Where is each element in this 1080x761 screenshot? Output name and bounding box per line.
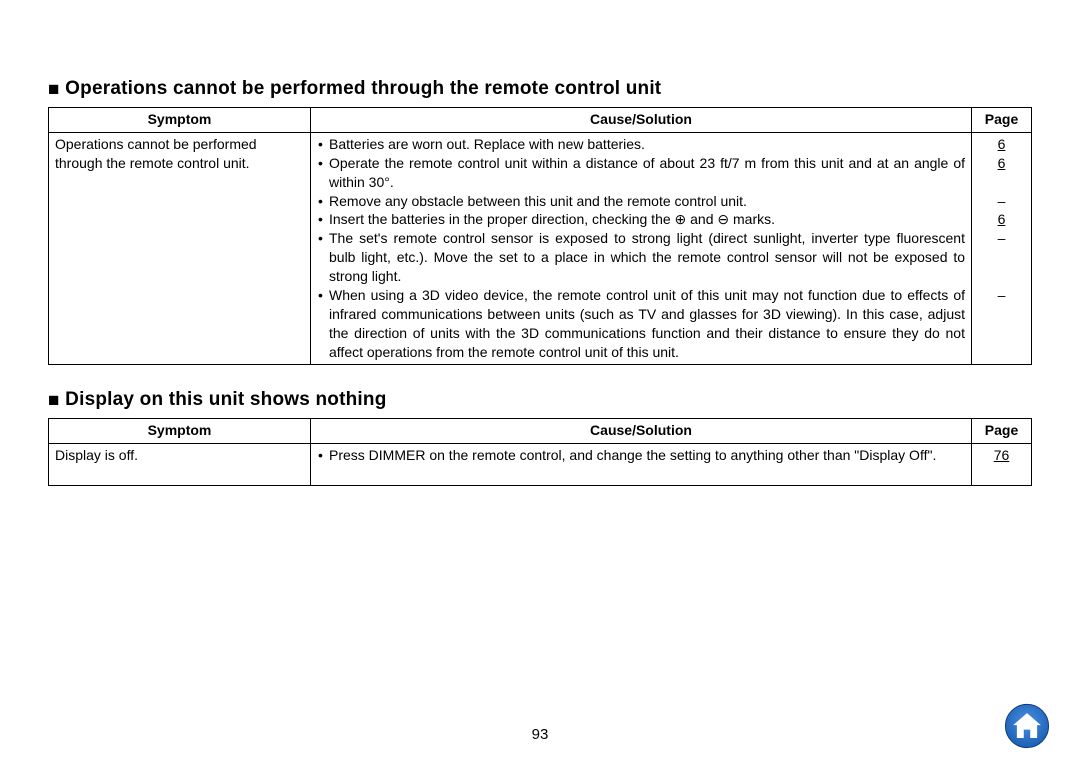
th-page: Page xyxy=(972,418,1032,443)
page-list: 66–6–– xyxy=(978,135,1025,362)
page-content: ■ Operations cannot be performed through… xyxy=(0,0,1080,486)
section-heading-remote: ■ Operations cannot be performed through… xyxy=(48,78,1032,101)
th-symptom: Symptom xyxy=(49,108,311,133)
page-link[interactable]: 76 xyxy=(994,447,1010,463)
section-title: Display on this unit shows nothing xyxy=(65,389,386,410)
section-title: Operations cannot be performed through t… xyxy=(65,78,661,99)
page-list: 76 xyxy=(978,446,1025,484)
th-cause: Cause/Solution xyxy=(311,108,972,133)
page-link[interactable]: 6 xyxy=(998,211,1006,227)
cause-list: Batteries are worn out. Replace with new… xyxy=(317,135,965,362)
page-number: 93 xyxy=(0,726,1080,743)
page-link[interactable]: 6 xyxy=(998,136,1006,152)
page-ref-item: 6 xyxy=(978,135,1025,154)
th-cause: Cause/Solution xyxy=(311,418,972,443)
home-icon xyxy=(1004,703,1050,749)
troubleshoot-table-display: Symptom Cause/Solution Page Display is o… xyxy=(48,418,1032,487)
table-row: Display is off. Press DIMMER on the remo… xyxy=(49,443,1032,486)
cause-item: When using a 3D video device, the remote… xyxy=(317,286,965,362)
cause-cell: Press DIMMER on the remote control, and … xyxy=(311,443,972,486)
square-bullet-icon: ■ xyxy=(48,390,60,412)
page-cell: 76 xyxy=(972,443,1032,486)
cause-cell: Batteries are worn out. Replace with new… xyxy=(311,132,972,364)
page-ref-item: 6 xyxy=(978,210,1025,229)
cause-item: Batteries are worn out. Replace with new… xyxy=(317,135,965,154)
square-bullet-icon: ■ xyxy=(48,79,60,101)
cause-item: Operate the remote control unit within a… xyxy=(317,154,965,192)
page-link[interactable]: 6 xyxy=(998,155,1006,171)
troubleshoot-table-remote: Symptom Cause/Solution Page Operations c… xyxy=(48,107,1032,365)
symptom-cell: Operations cannot be performed through t… xyxy=(49,132,311,364)
page-ref-item: – xyxy=(978,286,1025,362)
cause-item: The set's remote control sensor is expos… xyxy=(317,229,965,286)
th-symptom: Symptom xyxy=(49,418,311,443)
section-heading-display: ■ Display on this unit shows nothing xyxy=(48,389,1032,412)
symptom-cell: Display is off. xyxy=(49,443,311,486)
page-cell: 66–6–– xyxy=(972,132,1032,364)
page-ref-item: 6 xyxy=(978,154,1025,192)
table-row: Operations cannot be performed through t… xyxy=(49,132,1032,364)
page-ref-item: 76 xyxy=(978,446,1025,484)
page-ref-item: – xyxy=(978,229,1025,286)
cause-list: Press DIMMER on the remote control, and … xyxy=(317,446,965,465)
cause-item: Insert the batteries in the proper direc… xyxy=(317,210,965,229)
cause-item: Remove any obstacle between this unit an… xyxy=(317,192,965,211)
home-button[interactable] xyxy=(1004,703,1050,749)
cause-item: Press DIMMER on the remote control, and … xyxy=(317,446,965,465)
th-page: Page xyxy=(972,108,1032,133)
page-ref-item: – xyxy=(978,192,1025,211)
